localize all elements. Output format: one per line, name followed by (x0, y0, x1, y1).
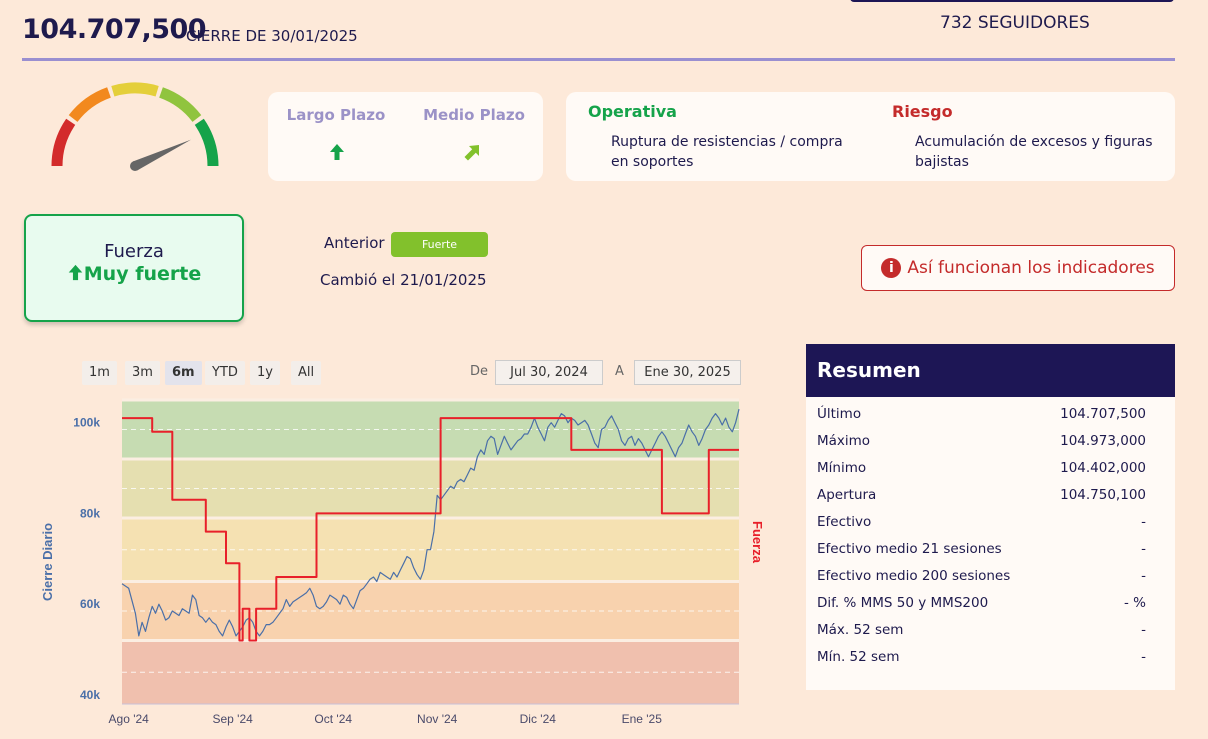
summary-panel: Resumen Último 104.707,500 Máximo 104.973,0… (806, 344, 1175, 690)
operativa-text: Ruptura de resistencias / compra en sopo… (611, 134, 843, 170)
gauge-pivot (130, 161, 140, 171)
arrow-up-right-icon (464, 145, 479, 161)
y-tick-label: 100k (73, 416, 100, 430)
summary-row-value: 104.750,100 (1060, 487, 1146, 503)
summary-row: Último 104.707,500 (817, 406, 1146, 426)
summary-row-value: - % (1124, 595, 1146, 611)
summary-row: Mín. 52 sem - (817, 649, 1146, 669)
changed-date: Cambió el 21/01/2025 (320, 271, 487, 289)
followers-count: 732 SEGUIDORES (940, 13, 1090, 33)
gauge-segment (159, 87, 202, 123)
series-line-strength (122, 417, 739, 642)
arrow-up-icon (330, 144, 344, 160)
to-label: A (615, 364, 624, 379)
summary-row-label: Máx. 52 sem (817, 622, 904, 638)
gauge-segment (51, 118, 76, 167)
range-button-1m[interactable]: 1m (82, 361, 117, 385)
close-date: CIERRE DE 30/01/2025 (186, 27, 358, 45)
range-button-1y[interactable]: 1y (250, 361, 280, 385)
riesgo-text: Acumulación de excesos y figuras bajista… (915, 134, 1153, 170)
gauge-segment (194, 118, 219, 167)
summary-row-value: - (1141, 568, 1146, 584)
summary-row: Mínimo 104.402,000 (817, 460, 1146, 480)
current-price: 104.707,500 (22, 14, 207, 45)
summary-row-label: Apertura (817, 487, 877, 503)
indicators-info-label: Así funcionan los indicadores (907, 258, 1155, 278)
x-tick-label: Nov '24 (417, 712, 458, 726)
operativa-title: Operativa (588, 102, 677, 121)
arrow-up-icon (68, 264, 83, 281)
riesgo-title: Riesgo (892, 102, 953, 121)
summary-row-label: Efectivo (817, 514, 872, 530)
summary-row-label: Último (817, 406, 862, 422)
y-tick-label: 40k (80, 688, 100, 702)
summary-row: Máximo 104.973,000 (817, 433, 1146, 453)
series-line-close (121, 408, 740, 637)
x-tick-label: Sep '24 (212, 712, 253, 726)
long-term-label: Largo Plazo (286, 106, 386, 124)
trend-card: Largo Plazo Medio Plazo (268, 92, 543, 181)
gauge-segment (68, 87, 111, 123)
indicators-info-button[interactable]: i Así funcionan los indicadores (861, 245, 1175, 291)
summary-row-value: - (1141, 514, 1146, 530)
medium-term-label: Medio Plazo (423, 106, 525, 124)
x-tick-label: Oct '24 (314, 712, 352, 726)
gauge-segment (111, 82, 159, 97)
gauge-needle (132, 139, 192, 171)
strength-value: Muy fuerte (83, 263, 202, 285)
summary-row-value: - (1141, 622, 1146, 638)
to-date-input[interactable]: Ene 30, 2025 (634, 360, 741, 385)
x-tick-label: Dic '24 (520, 712, 557, 726)
summary-row: Efectivo - (817, 514, 1146, 534)
summary-row-value: - (1141, 541, 1146, 557)
summary-row-value: 104.707,500 (1060, 406, 1146, 422)
summary-row-value: 104.402,000 (1060, 460, 1146, 476)
summary-row: Máx. 52 sem - (817, 622, 1146, 642)
summary-row-value: 104.973,000 (1060, 433, 1146, 449)
summary-row-label: Mínimo (817, 460, 867, 476)
x-tick-label: Ago '24 (109, 712, 150, 726)
range-button-6m[interactable]: 6m (165, 361, 202, 385)
strength-card: Fuerza Muy fuerte (24, 214, 244, 322)
range-button-3m[interactable]: 3m (125, 361, 160, 385)
strength-value-row: Muy fuerte (26, 263, 242, 285)
x-tick-label: Ene '25 (622, 712, 663, 726)
y2-axis-label: Fuerza (750, 521, 765, 564)
operativa-riesgo-card: Operativa Ruptura de resistencias / comp… (566, 92, 1175, 181)
top-action-button[interactable] (850, 0, 1174, 2)
info-icon: i (881, 258, 902, 278)
summary-title: Resumen (806, 344, 1175, 397)
summary-row: Apertura 104.750,100 (817, 487, 1146, 507)
summary-row-label: Mín. 52 sem (817, 649, 900, 665)
summary-row-label: Dif. % MMS 50 y MMS200 (817, 595, 989, 611)
previous-badge: Fuerte (391, 232, 488, 257)
header-divider (22, 58, 1175, 61)
summary-row-label: Máximo (817, 433, 871, 449)
from-date-input[interactable]: Jul 30, 2024 (495, 360, 603, 385)
price-chart: 100k 80k 60k 40k Ago '24 Sep '24 Oct '24 Nov '2… (40, 398, 765, 726)
y-tick-label: 80k (80, 506, 100, 520)
range-button-all[interactable]: All (291, 361, 322, 385)
summary-row-value: - (1141, 649, 1146, 665)
summary-row: Efectivo medio 200 sesiones - (817, 568, 1146, 588)
y-tick-label: 60k (80, 597, 100, 611)
strength-gauge (51, 82, 219, 171)
range-button-ytd[interactable]: YTD (205, 361, 245, 385)
y-axis-label: Cierre Diario (40, 523, 55, 601)
summary-row: Efectivo medio 21 sesiones - (817, 541, 1146, 561)
from-label: De (470, 364, 489, 379)
summary-row-label: Efectivo medio 200 sesiones (817, 568, 1011, 584)
summary-row-label: Efectivo medio 21 sesiones (817, 541, 1002, 557)
summary-row: Dif. % MMS 50 y MMS200 - % (817, 595, 1146, 615)
previous-label: Anterior (324, 234, 385, 252)
strength-label: Fuerza (104, 241, 164, 262)
